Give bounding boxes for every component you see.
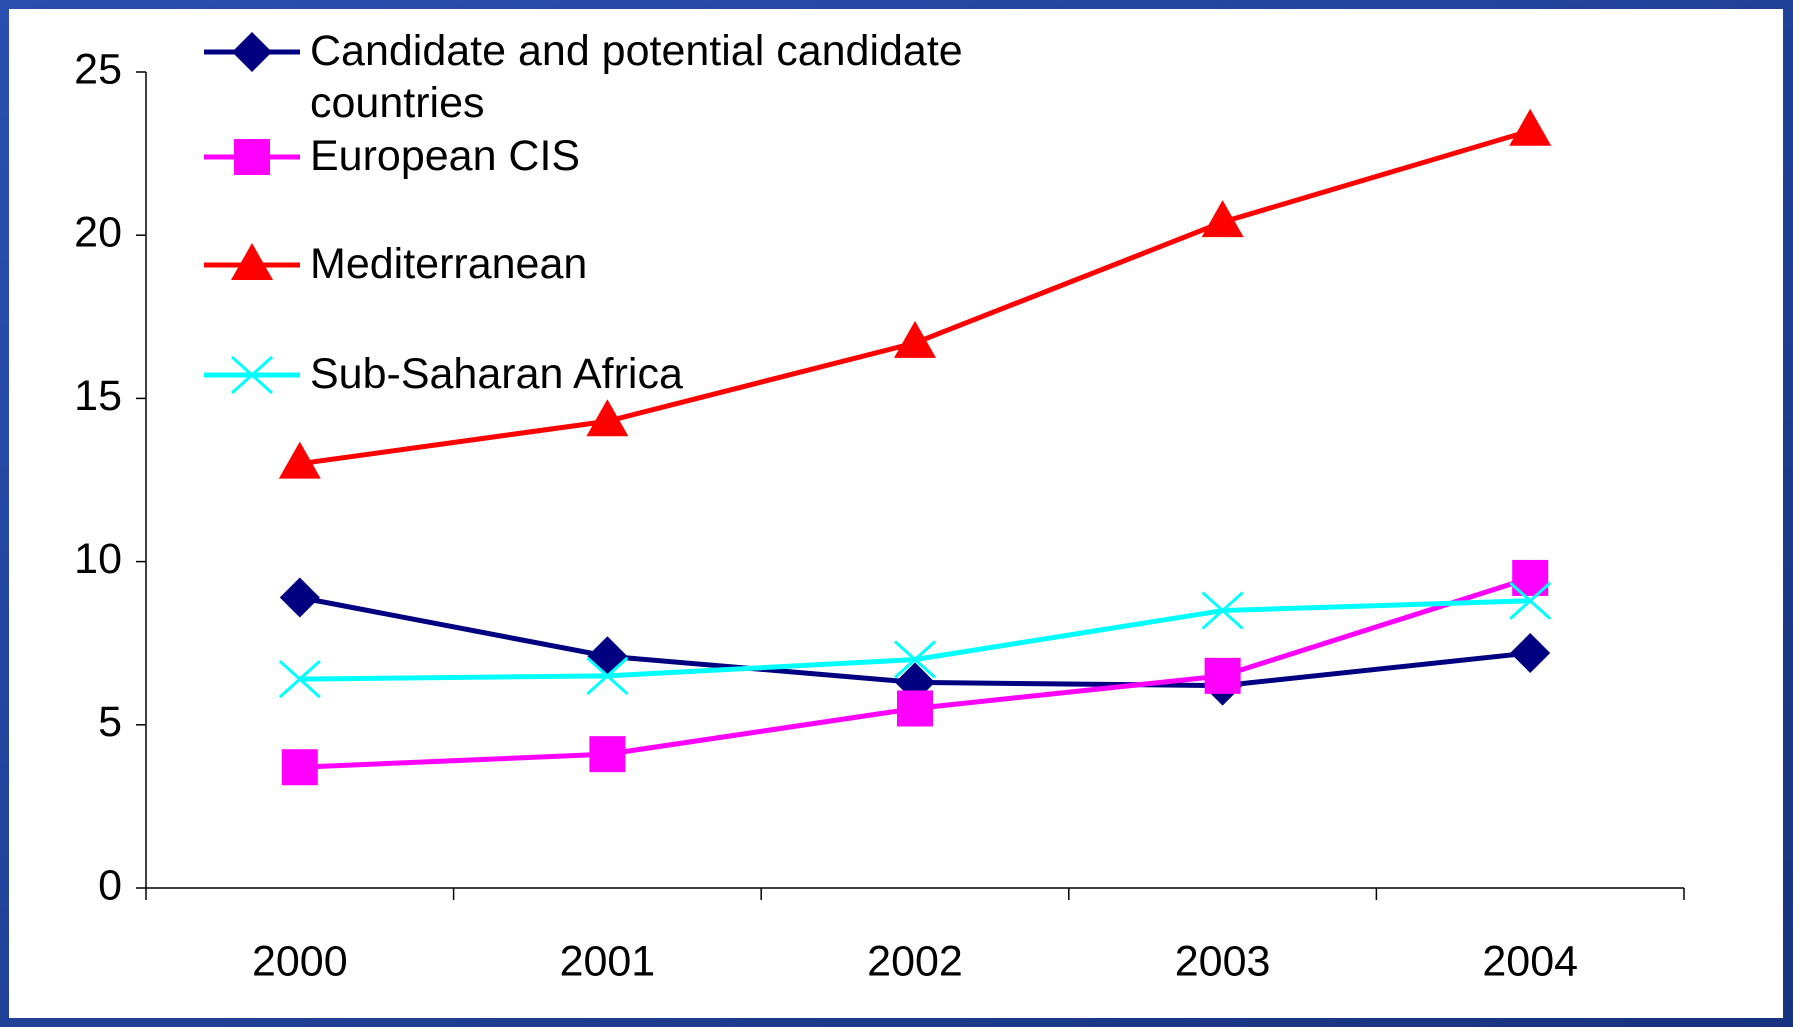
marker <box>278 659 321 699</box>
x-tick-label: 2004 <box>1482 937 1578 985</box>
marker-stroke <box>230 355 274 395</box>
x-tick-label: 2003 <box>1175 937 1271 985</box>
legend-label: Candidate and potential candidate countr… <box>310 27 963 127</box>
marker <box>278 441 321 479</box>
marker <box>231 243 273 280</box>
x-tick-label: 2002 <box>867 937 963 985</box>
marker <box>281 749 318 786</box>
legend-label: European CIS <box>310 132 581 180</box>
marker <box>232 32 272 72</box>
marker <box>894 320 936 358</box>
marker-stroke <box>1509 581 1552 620</box>
marker <box>589 736 626 773</box>
marker <box>586 399 629 437</box>
legend-label: Mediterranean <box>310 240 588 288</box>
y-tick-label: 15 <box>74 372 122 420</box>
marker-stroke <box>586 656 629 695</box>
y-tick-label: 25 <box>74 45 122 93</box>
plot-background <box>9 9 1783 1018</box>
y-tick-label: 5 <box>98 698 122 746</box>
legend-label-box: Mediterranean <box>310 240 588 288</box>
x-tick-label: 2000 <box>252 937 348 985</box>
y-tick-label: 10 <box>74 535 122 583</box>
marker <box>279 577 320 618</box>
legend-label-box: Candidate and potential candidate countr… <box>310 27 963 127</box>
marker <box>1201 200 1244 238</box>
x-tick-label: 2001 <box>560 937 656 985</box>
marker <box>1204 657 1241 694</box>
marker <box>1201 591 1244 630</box>
marker <box>897 690 933 727</box>
marker <box>1510 632 1551 673</box>
y-tick-label: 20 <box>74 209 122 257</box>
marker <box>893 640 937 679</box>
marker <box>230 355 274 395</box>
legend-label: Sub-Saharan Africa <box>310 350 683 398</box>
marker <box>234 139 270 175</box>
legend-label-box: European CIS <box>310 132 581 180</box>
marker-stroke <box>278 659 321 699</box>
marker-stroke <box>1201 591 1244 630</box>
legend-label-box: Sub-Saharan Africa <box>310 350 683 398</box>
marker <box>586 656 629 695</box>
marker <box>1509 108 1552 146</box>
marker-stroke <box>893 640 937 679</box>
marker <box>1509 581 1552 620</box>
y-tick-label: 0 <box>98 861 122 909</box>
